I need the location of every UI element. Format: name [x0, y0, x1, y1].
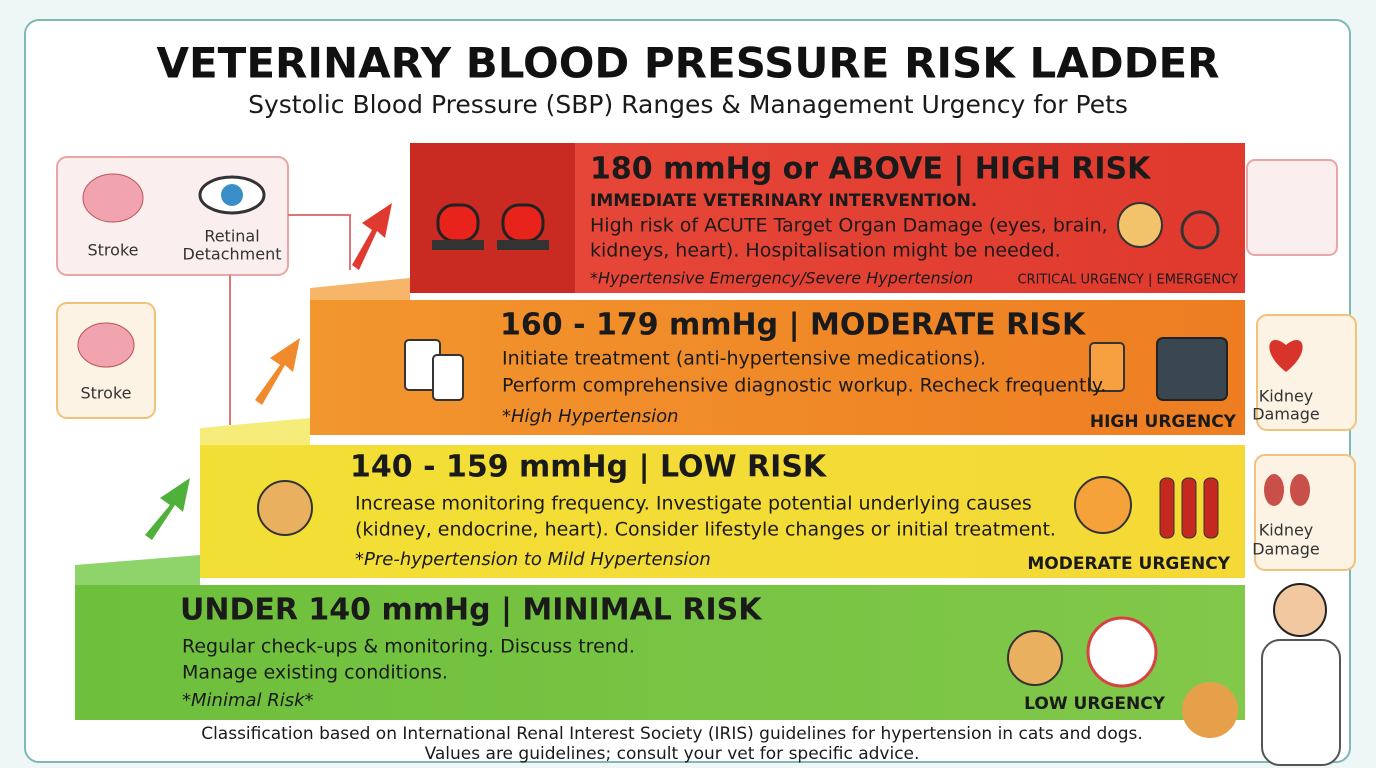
tier-line: Perform comprehensive diagnostic workup.… — [502, 375, 1106, 397]
side-label: Detachment — [182, 245, 281, 264]
tier-red-side — [410, 143, 575, 293]
tier-yellow — [200, 445, 1245, 578]
tier-line: (kidney, endocrine, heart). Consider lif… — [355, 519, 1056, 541]
tier-note: *Minimal Risk* — [182, 690, 314, 711]
title: VETERINARY BLOOD PRESSURE RISK LADDER — [156, 39, 1219, 88]
eye-icon — [221, 184, 243, 206]
tier-line: High risk of ACUTE Target Organ Damage (… — [590, 215, 1108, 237]
tier-text: 180 mmHg or ABOVE | HIGH RISK IMMEDIATE … — [180, 152, 1238, 715]
dog-icon — [257, 480, 313, 536]
stethoscope-icon — [1180, 210, 1220, 250]
step-face — [75, 555, 200, 585]
arrow — [352, 203, 392, 270]
tier-urgency: MODERATE URGENCY — [1027, 554, 1230, 574]
kidney-icon — [1290, 474, 1310, 506]
test-tubes-icon — [1159, 477, 1219, 539]
heart-icon — [1269, 340, 1303, 372]
kidney-icon — [1264, 474, 1284, 506]
tier-note: *Pre-hypertension to Mild Hypertension — [355, 549, 711, 570]
medication-icon — [404, 339, 464, 401]
sleeping-dog-icon — [1007, 630, 1063, 686]
dog-icon — [1074, 476, 1132, 534]
tier-heading: 140 - 159 mmHg | LOW RISK — [350, 450, 828, 485]
medication-icon — [1089, 342, 1125, 392]
medical-tools-panel — [1246, 159, 1338, 256]
tier-note: *Hypertensive Emergency/Severe Hypertens… — [590, 269, 973, 288]
tier-line: Regular check-ups & monitoring. Discuss … — [182, 636, 635, 658]
side-label: Stroke — [81, 384, 132, 403]
footer-line: Classification based on International Re… — [201, 724, 1143, 744]
side-label: Stroke — [88, 241, 139, 260]
connector — [288, 214, 351, 270]
arrow — [255, 338, 300, 405]
heartbeat-icon — [1086, 616, 1158, 688]
tier-line: IMMEDIATE VETERINARY INTERVENTION. — [590, 191, 977, 211]
side-label: Damage — [1252, 540, 1320, 559]
tier-note: *High Hypertension — [502, 406, 679, 427]
tier-urgency: HIGH URGENCY — [1090, 412, 1237, 432]
arrow — [145, 478, 190, 540]
side-label: Retinal — [204, 227, 259, 246]
tier-heading: 160 - 179 mmHg | MODERATE RISK — [500, 308, 1087, 343]
ultrasound-icon — [1156, 337, 1228, 401]
side-label: Kidney — [1259, 387, 1314, 406]
siren-icons — [432, 203, 549, 250]
step-face — [200, 418, 310, 445]
tier-line: Increase monitoring frequency. Investiga… — [355, 493, 1032, 515]
tier-urgency: CRITICAL URGENCY | EMERGENCY — [1017, 273, 1238, 288]
tier-line: Manage existing conditions. — [182, 662, 448, 684]
tier-line: kidneys, heart). Hospitalisation might b… — [590, 240, 1061, 262]
tier-heading: UNDER 140 mmHg | MINIMAL RISK — [180, 593, 763, 628]
brain-icon — [82, 173, 144, 223]
step-face — [310, 278, 410, 300]
side-label: Damage — [1252, 405, 1320, 424]
side-label: Kidney — [1259, 521, 1314, 540]
footer-line: Values are guidelines; consult your vet … — [425, 744, 920, 764]
tier-heading: 180 mmHg or ABOVE | HIGH RISK — [590, 152, 1152, 187]
tier-line: Initiate treatment (anti-hypertensive me… — [502, 348, 986, 370]
dog-icon — [1117, 202, 1163, 248]
subtitle: Systolic Blood Pressure (SBP) Ranges & M… — [248, 90, 1128, 119]
brain-icon — [77, 322, 135, 368]
tier-urgency: LOW URGENCY — [1024, 694, 1166, 714]
vet-illustration — [1182, 583, 1341, 766]
